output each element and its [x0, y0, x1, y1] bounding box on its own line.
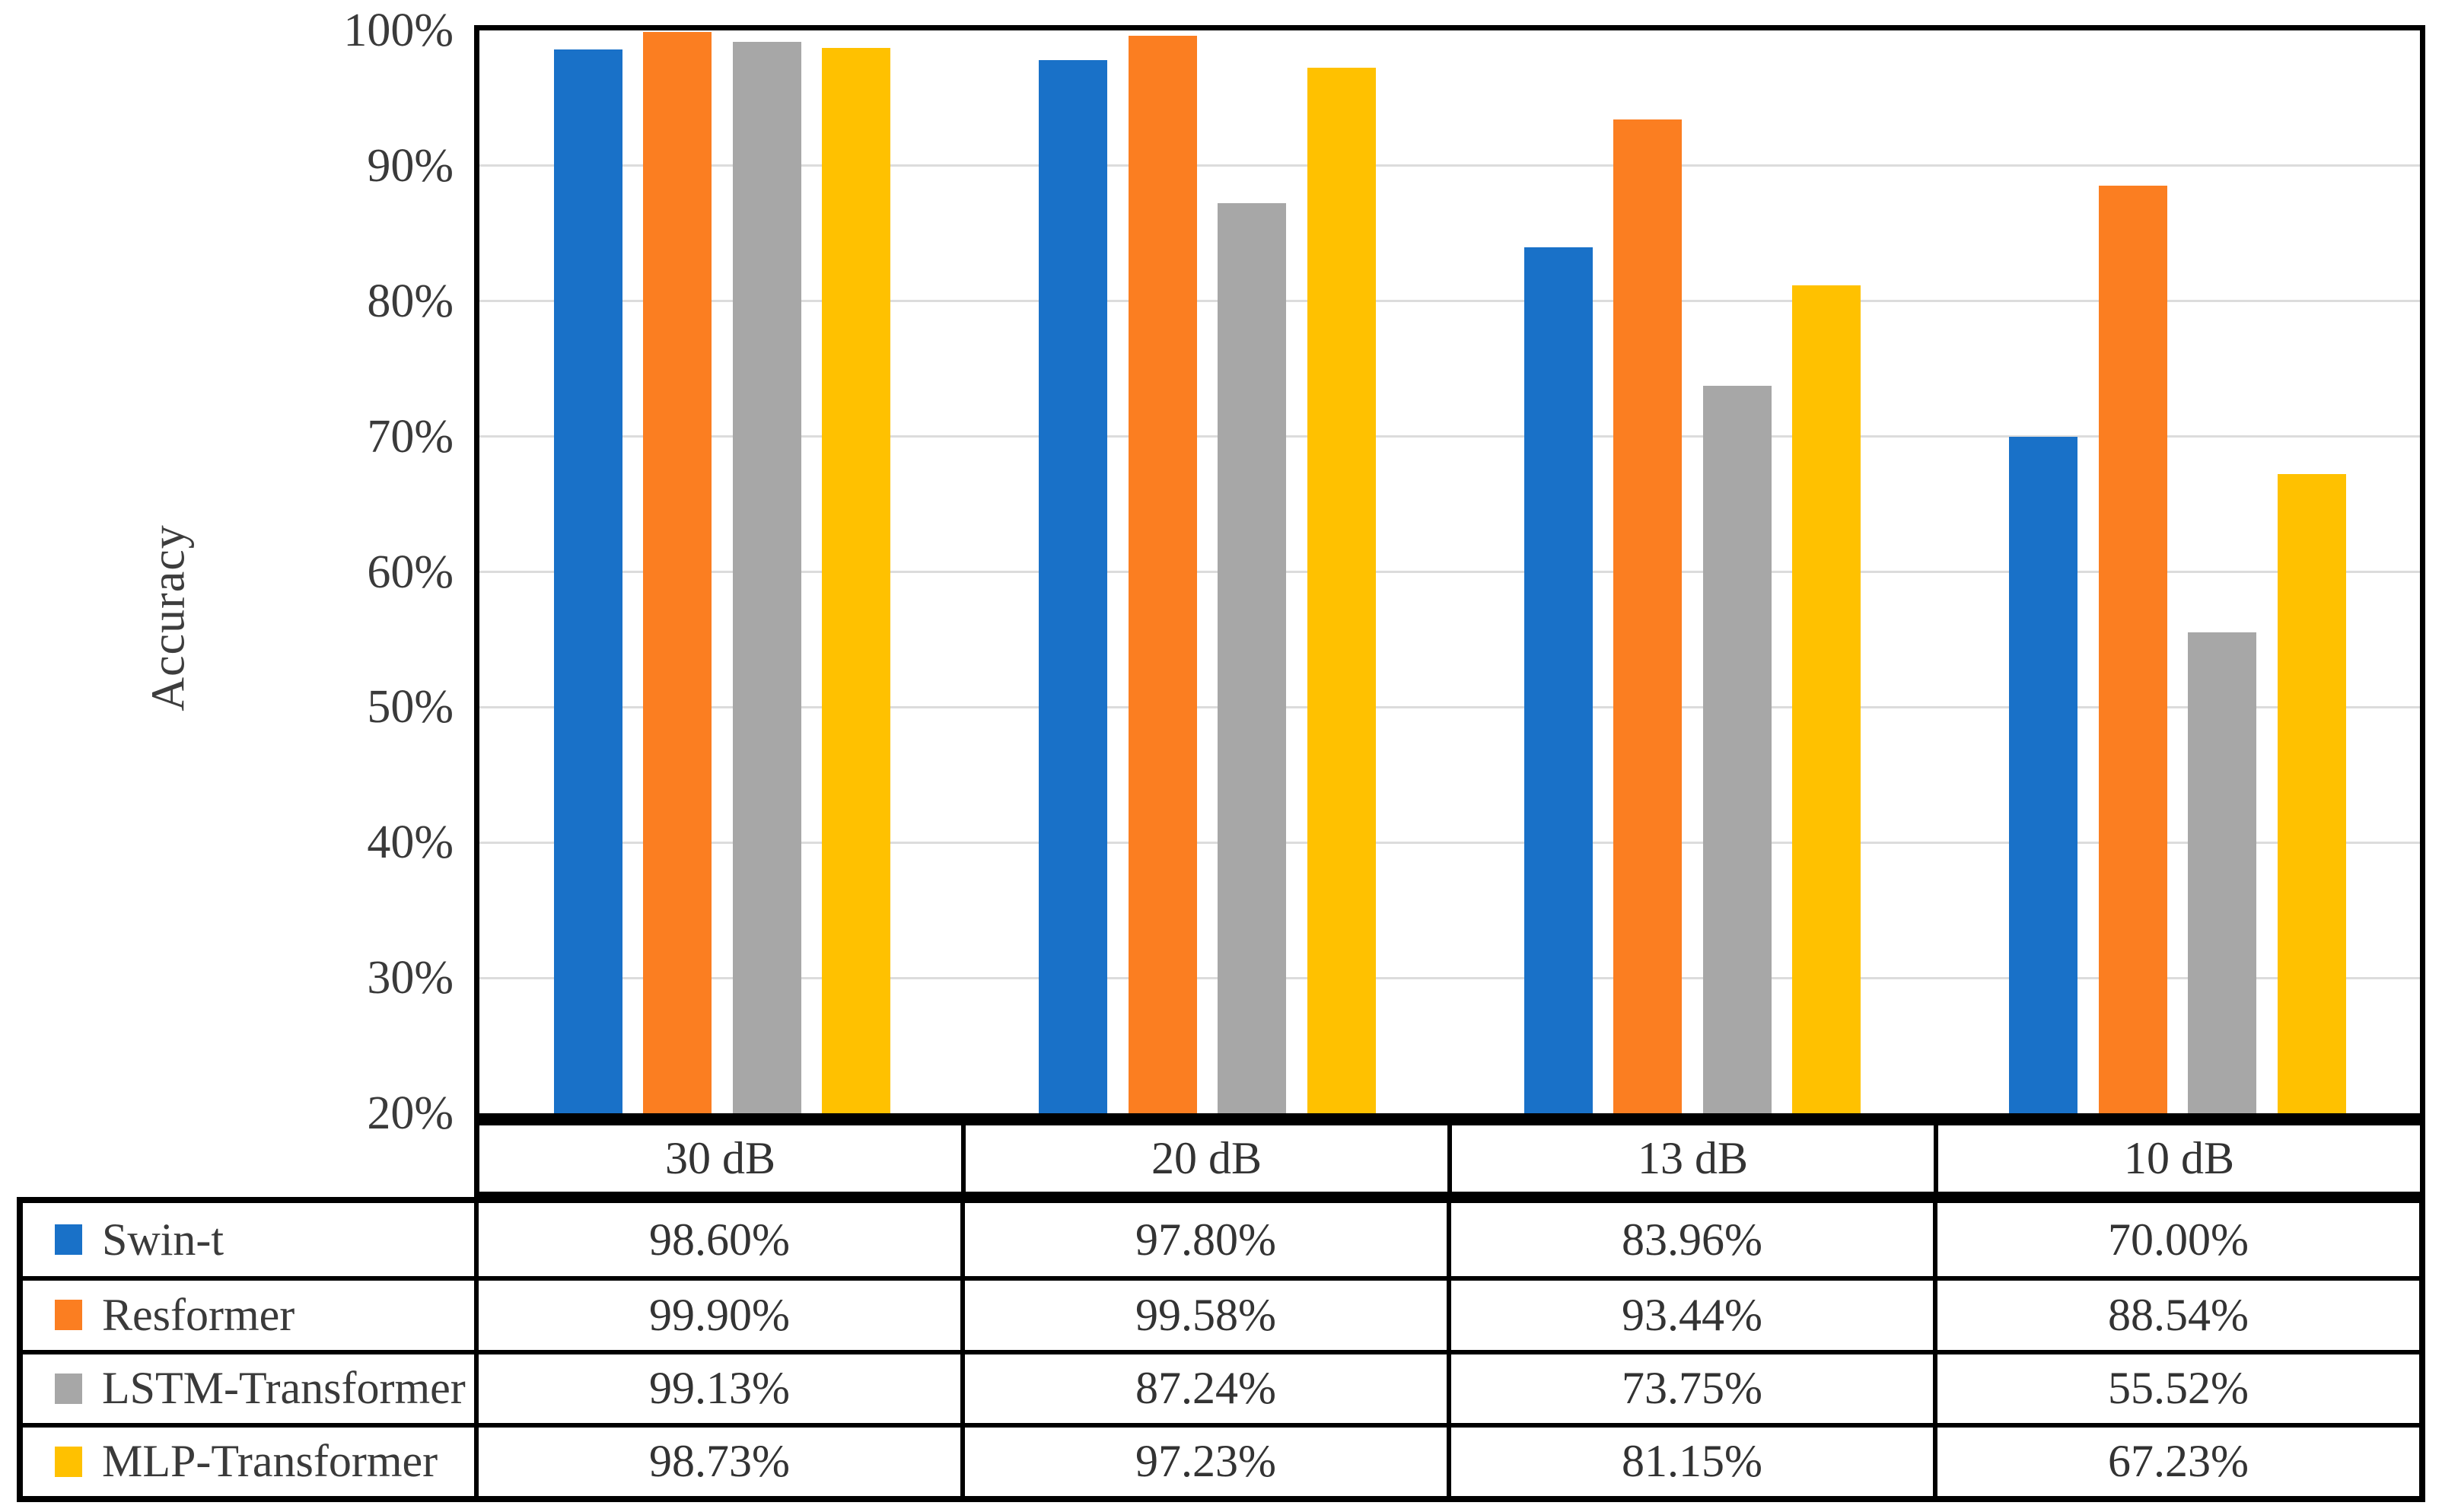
legend-label: MLP-Transformer: [102, 1436, 438, 1487]
y-tick-label: 30%: [367, 952, 454, 1004]
gridline: [479, 164, 2420, 167]
legend-cell: MLP-Transformer: [23, 1422, 474, 1496]
y-tick-label: 90%: [367, 139, 454, 192]
gridline: [479, 435, 2420, 438]
bar-lstm-transformer-20db: [1218, 202, 1286, 1113]
value-cell: 67.23%: [1933, 1422, 2419, 1496]
category-header-cell: 30 dB: [664, 1133, 776, 1183]
y-tick-label: 40%: [367, 816, 454, 869]
value-cell: 55.52%: [1933, 1349, 2419, 1423]
bar-swin-t-13db: [1523, 247, 1593, 1113]
y-tick-label: 80%: [367, 275, 454, 327]
y-axis-title: Accuracy: [142, 524, 195, 711]
value-cell: 73.75%: [1447, 1349, 1933, 1423]
legend-swatch-icon: [55, 1373, 82, 1404]
category-header-row: 30 dB 20 dB 13 dB 10 dB: [474, 1120, 2425, 1197]
legend-swatch-icon: [55, 1300, 82, 1331]
value-cell: 87.24%: [960, 1349, 1447, 1423]
legend-label: Swin-t: [102, 1214, 224, 1265]
bar-mlp-transformer-30db: [822, 47, 890, 1113]
bar-lstm-transformer-13db: [1702, 385, 1772, 1113]
bar-swin-t-30db: [553, 49, 622, 1113]
y-tick-label: 50%: [367, 681, 454, 734]
gridline: [479, 571, 2420, 573]
value-cell: 99.13%: [474, 1349, 960, 1423]
value-cell: 98.60%: [474, 1203, 960, 1277]
legend-label: LSTM-Transformer: [102, 1363, 466, 1414]
plot-inner: [479, 30, 2420, 1113]
value-cell: 93.44%: [1447, 1276, 1933, 1350]
legend-value-table: Swin-t 98.60% 97.80% 83.96% 70.00% Resformer 9…: [17, 1197, 2425, 1502]
legend-cell: Swin-t: [23, 1203, 474, 1276]
value-cell: 99.58%: [960, 1276, 1447, 1350]
category-header-cell: 20 dB: [961, 1125, 1447, 1192]
legend-label: Resformer: [102, 1289, 295, 1340]
category-header-cell: 13 dB: [1447, 1125, 1934, 1192]
value-cell: 83.96%: [1447, 1203, 1933, 1277]
bar-swin-t-10db: [2009, 436, 2077, 1113]
legend-cell: LSTM-Transformer: [23, 1349, 474, 1423]
y-tick-label: 60%: [367, 546, 454, 598]
value-cell: 70.00%: [1933, 1203, 2419, 1277]
value-cell: 98.73%: [474, 1422, 960, 1496]
bar-swin-t-20db: [1039, 60, 1107, 1113]
bar-mlp-transformer-13db: [1792, 285, 1861, 1113]
gridline: [479, 976, 2420, 979]
plot-area: [474, 25, 2425, 1120]
bar-resformer-10db: [2098, 185, 2167, 1113]
category-header-cell: 10 dB: [1934, 1125, 2420, 1192]
bar-lstm-transformer-10db: [2188, 632, 2256, 1113]
value-cell: 97.80%: [960, 1203, 1447, 1277]
value-cell: 99.90%: [474, 1276, 960, 1350]
y-tick-label: 70%: [367, 410, 454, 463]
y-tick-label: 20%: [367, 1087, 454, 1139]
bar-mlp-transformer-10db: [2277, 473, 2346, 1113]
bar-lstm-transformer-30db: [732, 42, 801, 1113]
legend-swatch-icon: [55, 1224, 82, 1256]
legend-cell: Resformer: [23, 1276, 474, 1349]
y-tick-label: 100%: [343, 5, 454, 56]
value-cell: 88.54%: [1933, 1276, 2419, 1350]
bar-mlp-transformer-20db: [1307, 68, 1376, 1113]
gridline: [479, 705, 2420, 708]
bar-resformer-30db: [643, 31, 712, 1113]
legend-swatch-icon: [55, 1446, 82, 1477]
bar-resformer-20db: [1128, 36, 1197, 1113]
gridline: [479, 841, 2420, 844]
value-cell: 97.23%: [960, 1422, 1447, 1496]
gridline: [479, 300, 2420, 303]
value-cell: 81.15%: [1447, 1422, 1933, 1496]
bar-resformer-13db: [1613, 119, 1682, 1113]
